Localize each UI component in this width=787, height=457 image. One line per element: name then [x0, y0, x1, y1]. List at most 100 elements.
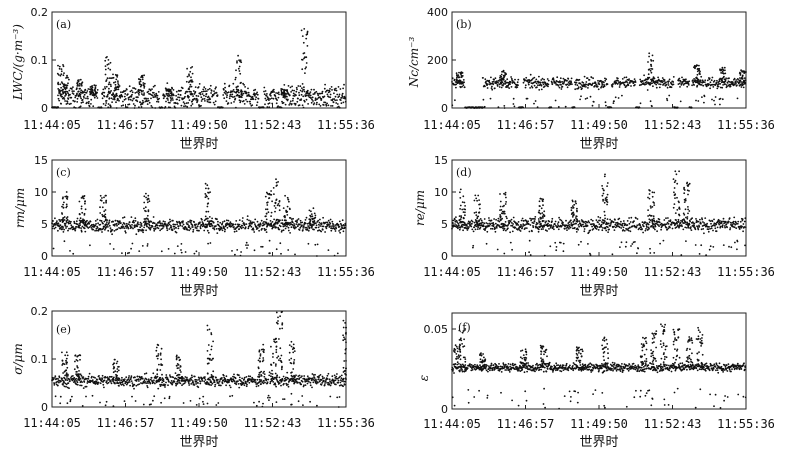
data-point — [339, 88, 342, 90]
data-point — [100, 380, 103, 382]
data-point — [225, 100, 228, 102]
data-point — [147, 99, 150, 102]
burst-point — [576, 209, 578, 212]
burst-point — [475, 214, 478, 217]
data-point — [244, 226, 247, 229]
data-point — [134, 400, 137, 402]
data-point — [116, 228, 119, 231]
data-point — [119, 96, 122, 99]
data-point — [717, 220, 720, 223]
data-point — [133, 383, 136, 386]
data-point — [279, 225, 282, 228]
burst-point — [168, 94, 171, 97]
data-point — [600, 80, 603, 82]
burst-point — [206, 184, 209, 187]
data-point — [86, 377, 88, 380]
burst-point — [499, 193, 501, 195]
data-point — [295, 90, 298, 93]
data-point — [577, 86, 580, 88]
data-point — [565, 219, 567, 222]
data-point — [552, 78, 555, 81]
burst-point — [719, 68, 721, 71]
data-point — [246, 215, 249, 218]
data-point — [170, 226, 173, 229]
data-point — [320, 222, 323, 225]
data-point — [728, 217, 731, 220]
burst-point — [83, 195, 85, 198]
data-point — [327, 104, 330, 107]
burst-point — [270, 215, 272, 218]
data-point — [666, 228, 669, 231]
data-point — [54, 377, 56, 379]
burst-point — [237, 67, 240, 70]
data-point — [625, 241, 628, 244]
burst-point — [272, 187, 275, 189]
data-point — [122, 104, 125, 107]
data-point — [160, 250, 163, 253]
burst-point — [266, 201, 268, 204]
burst-point — [104, 65, 107, 67]
burst-point — [688, 182, 691, 185]
data-point — [506, 78, 509, 81]
data-point — [451, 77, 454, 80]
data-point — [509, 81, 512, 83]
data-point — [167, 99, 169, 101]
data-point — [115, 222, 118, 225]
data-point — [590, 218, 593, 221]
data-point — [287, 229, 290, 232]
data-point — [72, 93, 75, 95]
burst-point — [502, 70, 504, 73]
data-point — [189, 227, 192, 230]
data-point — [278, 93, 280, 96]
data-point — [649, 83, 652, 86]
burst-point — [280, 93, 283, 96]
data-point — [107, 229, 110, 232]
data-point — [143, 94, 146, 96]
burst-point — [81, 196, 84, 199]
data-point — [76, 101, 79, 103]
data-point — [476, 217, 479, 220]
burst-point — [67, 76, 69, 79]
data-point — [529, 73, 532, 76]
data-point — [585, 83, 588, 86]
data-point — [96, 91, 98, 94]
data-point — [88, 221, 90, 224]
data-point — [240, 227, 243, 230]
data-point — [614, 96, 617, 99]
data-point — [338, 230, 340, 232]
data-point — [595, 84, 598, 86]
burst-point — [575, 215, 578, 218]
data-point — [308, 94, 310, 96]
burst-point — [66, 84, 69, 87]
data-point — [192, 228, 195, 231]
data-point — [621, 78, 624, 80]
data-point — [497, 217, 500, 220]
data-point — [295, 226, 297, 229]
burst-point — [499, 205, 502, 208]
data-point — [490, 227, 492, 230]
data-point — [164, 95, 166, 98]
data-point — [686, 85, 689, 88]
data-point — [528, 81, 531, 84]
data-point — [735, 223, 738, 225]
burst-point — [602, 192, 605, 195]
burst-point — [209, 223, 212, 226]
data-point — [183, 102, 186, 105]
data-point — [188, 226, 191, 229]
data-point — [539, 225, 542, 228]
data-point — [232, 82, 235, 85]
burst-point — [265, 191, 268, 194]
burst-point — [576, 207, 578, 210]
burst-point — [91, 85, 94, 87]
burst-point — [674, 179, 677, 182]
data-point — [472, 230, 475, 233]
burst-point — [147, 197, 150, 200]
data-point — [62, 384, 64, 386]
data-point — [522, 223, 525, 226]
data-point — [167, 224, 169, 227]
data-point — [63, 385, 66, 388]
data-point — [734, 83, 736, 86]
data-point — [334, 230, 337, 232]
data-point — [687, 82, 690, 85]
